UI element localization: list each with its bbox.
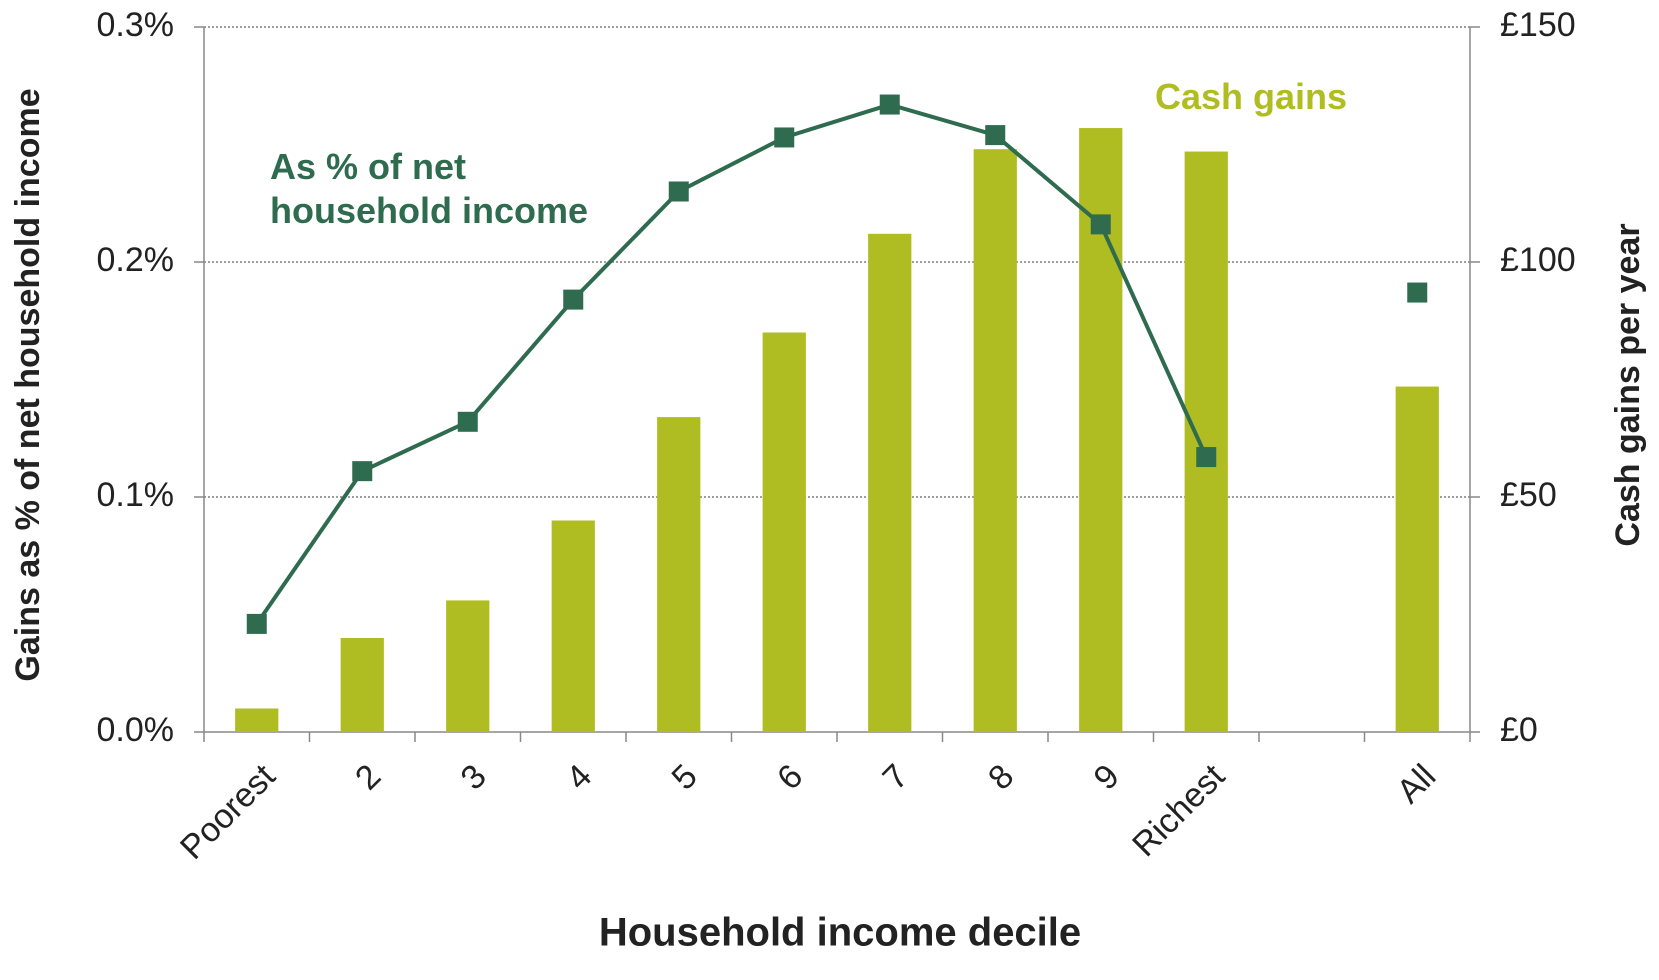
bar xyxy=(1395,386,1439,732)
y2-tick-label: £150 xyxy=(1500,6,1576,44)
x-tick-label: 2 xyxy=(348,757,388,797)
bar xyxy=(973,149,1017,732)
y2-tick-label: £100 xyxy=(1500,241,1576,279)
bar xyxy=(446,600,490,732)
x-tick-label: All xyxy=(1390,757,1444,811)
x-tick-label: 4 xyxy=(559,757,599,797)
marker xyxy=(246,613,267,634)
marker xyxy=(774,127,795,148)
marker xyxy=(563,289,584,310)
bar xyxy=(868,233,912,733)
marker xyxy=(1196,447,1217,468)
y-tick-label: 0.0% xyxy=(97,711,175,749)
bar xyxy=(762,332,806,732)
marker xyxy=(879,94,900,115)
marker xyxy=(352,461,373,482)
y-tick-label: 0.2% xyxy=(97,241,175,279)
marker xyxy=(457,411,478,432)
marker xyxy=(1407,282,1428,303)
y2-tick-label: £50 xyxy=(1500,476,1557,514)
x-tick-label: 9 xyxy=(1087,757,1127,797)
series-label: As % of net household income xyxy=(270,146,589,231)
y-tick-label: 0.1% xyxy=(97,476,175,514)
y-tick-label: 0.3% xyxy=(97,6,175,44)
marker xyxy=(1090,214,1111,235)
bar xyxy=(657,417,701,732)
y2-axis-title: Cash gains per year xyxy=(1609,223,1647,546)
y2-tick-label: £0 xyxy=(1500,711,1538,749)
bar xyxy=(1184,151,1228,733)
x-axis-title: Household income decile xyxy=(599,911,1081,955)
x-tick-label: Richest xyxy=(1125,757,1232,864)
x-tick-label: 7 xyxy=(876,757,916,797)
y-axis-title: Gains as % of net household income xyxy=(9,88,47,681)
marker xyxy=(985,125,1006,146)
bar xyxy=(340,638,384,732)
series-label: Cash gains xyxy=(1155,76,1348,117)
x-tick-label: 5 xyxy=(665,757,705,797)
x-tick-label: 3 xyxy=(454,757,494,797)
bar xyxy=(551,520,595,732)
bar xyxy=(235,708,279,732)
marker xyxy=(668,181,689,202)
x-tick-label: 8 xyxy=(981,757,1021,797)
x-tick-label: Poorest xyxy=(173,757,283,867)
x-tick-label: 6 xyxy=(770,757,810,797)
